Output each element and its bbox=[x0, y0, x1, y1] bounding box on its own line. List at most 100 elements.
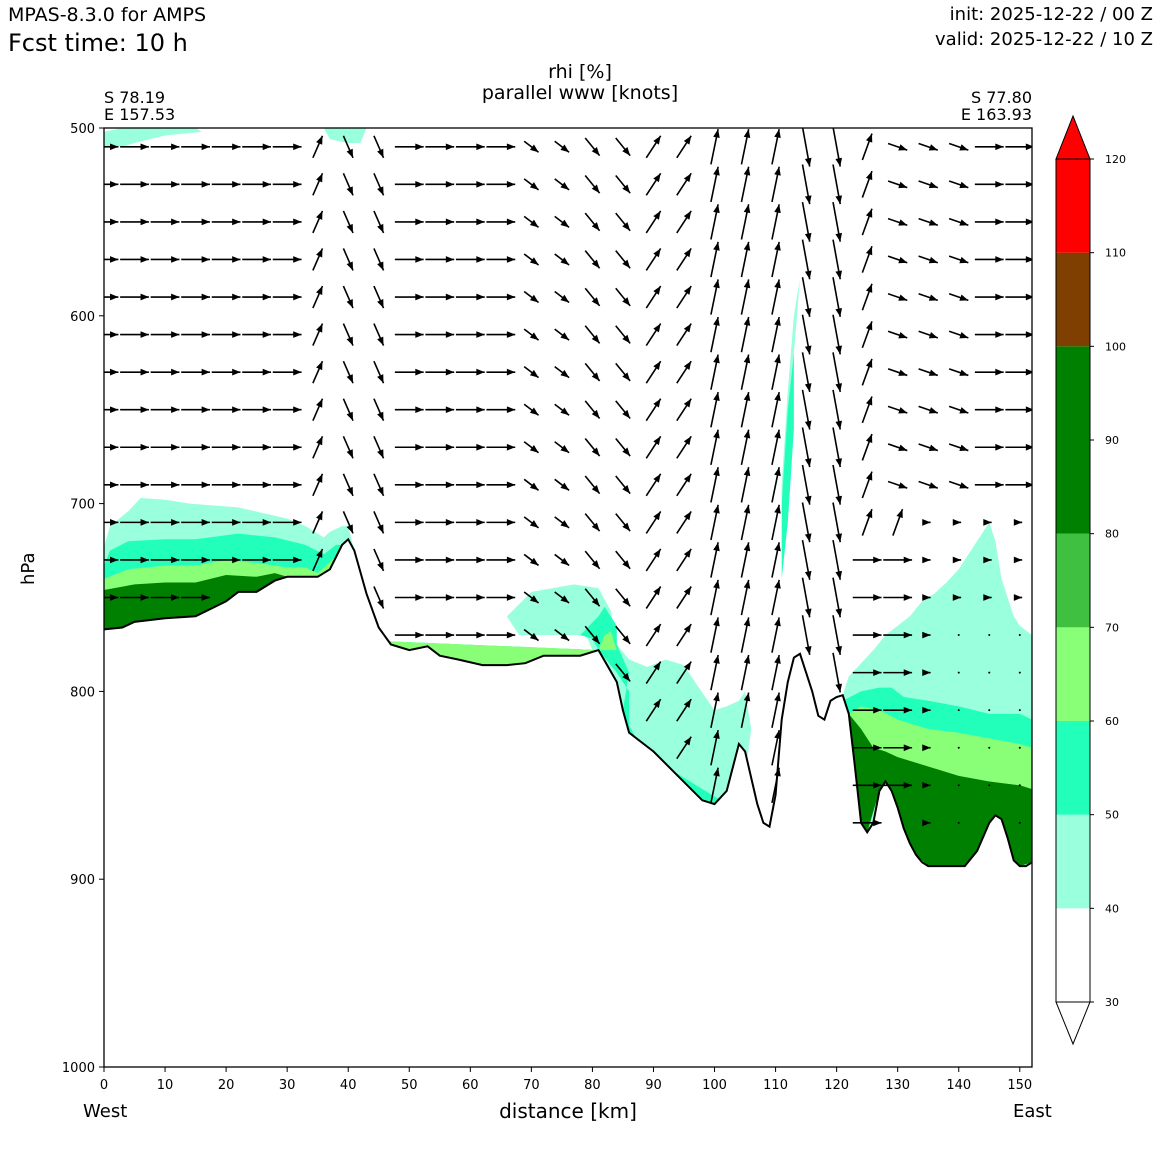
wind-vector bbox=[242, 256, 272, 263]
wind-vector bbox=[710, 654, 720, 691]
wind-vector bbox=[676, 285, 692, 309]
wind-vector bbox=[486, 368, 516, 376]
wind-vector bbox=[676, 435, 692, 459]
wind-vector bbox=[771, 429, 781, 466]
wind-vector bbox=[455, 594, 485, 601]
wind-vector bbox=[922, 819, 931, 827]
wind-vector bbox=[861, 321, 873, 349]
wind-vector bbox=[974, 368, 1004, 376]
wind-vector bbox=[710, 391, 720, 428]
wind-vector bbox=[615, 325, 631, 344]
wind-vector bbox=[394, 556, 424, 564]
wind-vector bbox=[861, 283, 873, 311]
wind-vector bbox=[957, 821, 960, 824]
wind-vector bbox=[948, 480, 969, 489]
wind-vector bbox=[1018, 784, 1021, 787]
wind-vector bbox=[523, 253, 540, 266]
wind-vector bbox=[312, 210, 324, 234]
wind-vector bbox=[801, 389, 812, 430]
wind-vector bbox=[740, 166, 751, 203]
wind-vector bbox=[455, 368, 485, 376]
wind-vector bbox=[922, 706, 931, 714]
wind-vector bbox=[181, 181, 210, 188]
wind-vector bbox=[394, 406, 424, 414]
wind-vector bbox=[887, 292, 908, 302]
wind-vector bbox=[425, 331, 455, 338]
wind-vector bbox=[554, 140, 570, 153]
wind-vector bbox=[455, 331, 485, 338]
wind-vector bbox=[801, 314, 812, 355]
colorbar-band-110 bbox=[1056, 159, 1090, 253]
wind-vector bbox=[181, 218, 210, 226]
wind-vector bbox=[455, 556, 485, 564]
wind-vector bbox=[486, 218, 516, 226]
x-tick-label: 60 bbox=[462, 1078, 479, 1093]
y-tick-label: 900 bbox=[70, 873, 95, 888]
wind-vector bbox=[988, 784, 991, 787]
wind-vector bbox=[150, 556, 180, 564]
wind-vector bbox=[272, 556, 302, 564]
wind-vector bbox=[211, 181, 241, 188]
wind-vector bbox=[181, 406, 210, 414]
wind-vector bbox=[523, 178, 540, 191]
wind-vector bbox=[801, 128, 812, 167]
wind-vector bbox=[740, 692, 751, 728]
wind-vector bbox=[740, 654, 751, 691]
wind-vector bbox=[394, 181, 424, 188]
wind-vector bbox=[554, 403, 570, 416]
wind-vector bbox=[918, 180, 939, 189]
left-longitude-label: E 157.53 bbox=[104, 105, 176, 124]
wind-vector bbox=[952, 594, 962, 601]
wind-vector bbox=[918, 217, 939, 226]
wind-vector bbox=[554, 478, 570, 491]
wind-vector bbox=[242, 181, 272, 188]
wind-vector bbox=[974, 256, 1004, 263]
colorbar-tick-label: 40 bbox=[1105, 902, 1119, 915]
wind-vector bbox=[740, 129, 751, 165]
wind-vector bbox=[1018, 634, 1021, 637]
wind-vector bbox=[645, 698, 662, 722]
wind-vector bbox=[342, 398, 354, 422]
wind-vector bbox=[486, 143, 516, 151]
wind-vector bbox=[832, 128, 843, 167]
wind-vector bbox=[554, 441, 570, 454]
wind-vector bbox=[150, 218, 180, 226]
wind-vector bbox=[710, 429, 720, 466]
wind-vector bbox=[272, 218, 302, 226]
wind-vector bbox=[373, 548, 385, 572]
wind-vector bbox=[861, 433, 873, 461]
wind-vector bbox=[832, 314, 843, 355]
wind-vector bbox=[373, 473, 385, 497]
wind-vector bbox=[211, 481, 241, 489]
wind-vector bbox=[710, 542, 720, 578]
wind-vector bbox=[918, 405, 939, 414]
x-tick-label: 30 bbox=[279, 1078, 296, 1093]
x-tick-label: 40 bbox=[340, 1078, 357, 1093]
wind-vector bbox=[394, 519, 424, 526]
wind-vector bbox=[710, 467, 720, 503]
chart-subtitle: parallel www [knots] bbox=[481, 82, 679, 104]
colorbar-tick-label: 120 bbox=[1105, 153, 1126, 166]
wind-vector bbox=[394, 143, 424, 151]
wind-vector bbox=[1018, 709, 1021, 712]
colorbar-band-30 bbox=[1056, 908, 1090, 1002]
wind-vector bbox=[373, 210, 385, 234]
wind-vector bbox=[852, 819, 882, 827]
wind-vector bbox=[710, 729, 720, 766]
wind-vector bbox=[312, 511, 324, 534]
wind-vector bbox=[801, 352, 812, 393]
wind-vector bbox=[181, 331, 210, 338]
wind-vector bbox=[615, 137, 631, 157]
wind-vector bbox=[211, 218, 241, 226]
wind-vector bbox=[918, 480, 939, 489]
wind-vector bbox=[104, 519, 119, 526]
wind-vector bbox=[211, 143, 241, 151]
colorbar-tick-label: 80 bbox=[1105, 528, 1119, 541]
rh-region-40-1 bbox=[104, 128, 202, 147]
wind-vector bbox=[645, 510, 662, 534]
wind-vector bbox=[832, 652, 843, 693]
wind-vector bbox=[740, 467, 751, 503]
west-label: West bbox=[83, 1101, 128, 1122]
colorbar-band-60 bbox=[1056, 627, 1090, 721]
